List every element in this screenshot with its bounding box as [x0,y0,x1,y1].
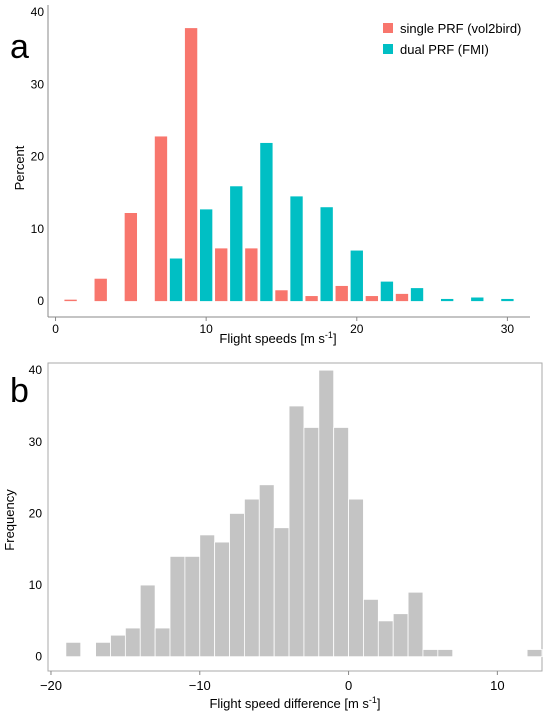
panel-a-y-tick-label: 10 [31,222,45,236]
panel-b-label: b [10,372,29,410]
histogram-bar-20 [363,598,379,658]
bar-dual-prf-3 [169,258,183,302]
panel-a-y-ticks: 0 10 20 30 40 [31,5,45,308]
histogram-bar-0 [65,641,82,658]
bar-dual-prf-10 [380,281,394,302]
bar-single-prf-8 [305,296,318,302]
bar-single-prf-7 [275,290,288,302]
panel-b-x-axis-label: Flight speed difference [m s-1] [209,695,380,711]
histogram-bar-2 [95,641,111,658]
bar-single-prf-9 [335,285,348,302]
bar-single-prf-11 [395,293,409,302]
histogram-bar-25 [437,649,454,658]
panel-b-x-tick-label: −10 [189,678,211,693]
bar-dual-prf-4 [199,209,213,302]
bar-single-prf-4 [184,28,198,302]
bar-dual-prf-5 [230,186,243,302]
histogram-bar-4 [124,627,141,658]
bar-dual-prf-14 [501,298,514,302]
histogram-bar-8 [184,555,201,658]
panel-b-x-ticks: −20 −10 0 10 [40,671,505,693]
panel-b-x-axis-label-sup: -1 [369,695,377,705]
panel-b-y-tick-label: 0 [35,650,42,664]
histogram-bar-15 [288,405,305,658]
histogram-bar-14 [273,527,290,658]
panel-a-x-tick-label: 0 [52,322,59,336]
panel-a-x-axis-label-sup: -1 [325,330,333,340]
panel-a-x-tick-label: 20 [350,322,364,336]
panel-b-y-tick-label: 10 [29,578,43,592]
histogram-bar-19 [348,498,364,658]
bar-dual-prf-13 [471,297,484,302]
panel-b-bars [65,369,543,658]
panel-b-x-axis-label-main: Flight speed difference [m s [209,696,369,711]
panel-b-x-axis-label-close: ] [377,696,381,711]
legend-label-single-prf: single PRF (vol2bird) [400,21,521,36]
histogram-bar-12 [244,498,260,658]
panel-b-x-tick-label: 10 [490,678,504,693]
bar-single-prf-2 [124,213,138,302]
panel-a-x-tick-label: 10 [199,322,213,336]
histogram-bar-11 [229,513,245,658]
bar-dual-prf-6 [260,142,273,302]
histogram-bar-10 [214,541,230,658]
panel-a-y-tick-label: 30 [31,77,45,91]
bar-dual-prf-7 [290,196,303,302]
panel-b-y-ticks: 0 10 20 30 40 [29,363,43,664]
histogram-bar-31 [526,649,543,658]
panel-b-plot-frame [47,362,543,672]
bar-dual-prf-12 [440,298,454,302]
panel-b-y-tick-label: 20 [29,506,43,520]
histogram-bar-21 [377,620,394,658]
panel-a-x-axis-label: Flight speeds [m s-1] [219,330,336,346]
bar-single-prf-1 [94,278,107,302]
legend-label-dual-prf: dual PRF (FMI) [400,42,489,57]
histogram-bar-22 [392,613,409,658]
panel-b-y-tick-label: 30 [29,435,43,449]
legend: single PRF (vol2bird) dual PRF (FMI) [383,21,521,57]
histogram-bar-17 [318,369,335,658]
histogram-bar-18 [333,427,349,658]
histogram-bar-24 [422,649,439,658]
bar-dual-prf-8 [320,207,333,302]
bar-dual-prf-11 [410,288,424,302]
histogram-bar-23 [407,591,424,658]
histogram-bar-3 [110,634,126,658]
histogram-bar-7 [169,555,186,658]
histogram-bar-9 [199,534,216,658]
panel-a-x-axis-label-close: ] [333,331,337,346]
bar-single-prf-3 [154,136,168,302]
histogram-bar-5 [139,584,156,658]
bar-single-prf-10 [365,296,379,302]
panel-a-x-tick-label: 30 [501,322,515,336]
panel-b-y-axis-label: Frequency [2,489,17,551]
panel-a: a 0 10 20 30 40 0 10 20 30 Percent Flight speed… [10,5,530,346]
panel-a-x-ticks: 0 10 20 30 [52,317,514,336]
panel-b-x-tick-label: −20 [40,678,62,693]
legend-swatch-dual-prf [383,44,393,54]
panel-b-x-tick-label: 0 [345,678,352,693]
histogram-bar-6 [154,627,171,658]
panel-a-y-tick-label: 0 [37,294,44,308]
bar-single-prf-5 [215,248,228,302]
panel-a-bars [64,28,514,302]
panel-a-x-axis-label-main: Flight speeds [m s [219,331,325,346]
bar-single-prf-6 [245,248,258,302]
bar-dual-prf-9 [350,250,363,302]
panel-a-y-axis-label: Percent [12,145,27,190]
panel-a-y-tick-label: 20 [31,150,45,164]
panel-b-y-tick-label: 40 [29,363,43,377]
histogram-bar-13 [258,484,275,658]
panel-a-label: a [10,28,29,66]
panel-b: b 0 10 20 30 40 −20 −10 0 10 Frequency Flight s… [2,362,543,711]
legend-swatch-single-prf [383,23,393,33]
histogram-bar-16 [303,427,320,658]
panel-a-y-tick-label: 40 [31,5,45,19]
bar-single-prf-0 [64,299,77,302]
